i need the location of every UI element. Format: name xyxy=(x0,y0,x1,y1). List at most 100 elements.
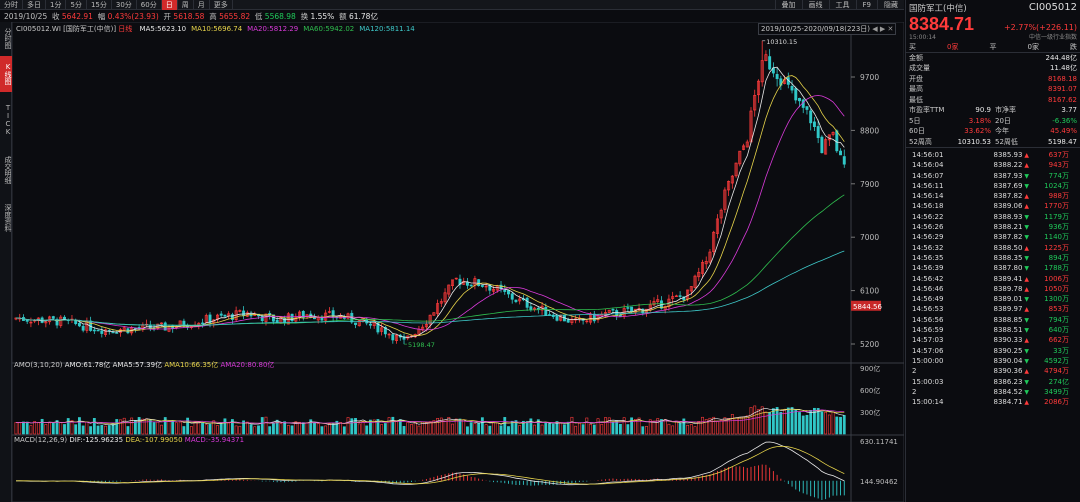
period-tab[interactable]: 1分 xyxy=(46,0,67,10)
toolbar-button[interactable]: 工具 xyxy=(828,0,856,10)
stat2-left: 市盈率TTM 90.9 xyxy=(909,105,991,116)
tick-price: 8389.01 ▼ xyxy=(964,294,1029,304)
side-tab[interactable]: 分时图 xyxy=(4,27,12,49)
tick-list[interactable]: 14:56:01 8385.93 ▲ 637万 14:56:04 8388.22 ▲ 94… xyxy=(906,150,1080,407)
kline-chart[interactable]: 9700 8800 7900 7000 6100 5200 5844.56 10310.15… xyxy=(12,22,904,502)
amo-bar xyxy=(175,422,178,435)
toolbar-button[interactable]: 画线 xyxy=(801,0,829,10)
tick-row[interactable]: 14:56:11 8387.69 ▼ 1024万 xyxy=(906,181,1080,191)
tick-price: 8387.69 ▼ xyxy=(964,181,1029,191)
tick-row[interactable]: 14:56:18 8389.06 ▲ 1770万 xyxy=(906,201,1080,211)
tick-row[interactable]: 14:56:49 8389.01 ▼ 1300万 xyxy=(906,294,1080,304)
toolbar-button[interactable]: 隐藏 xyxy=(877,0,904,10)
amo-bar xyxy=(600,423,604,435)
candle-body xyxy=(798,98,801,102)
tick-row[interactable]: 2 8384.52 ▼ 3499万 xyxy=(906,387,1080,397)
index-name: 国防军工(中信) xyxy=(909,4,967,14)
toolbar-button[interactable]: F9 xyxy=(855,0,877,10)
amo-bar xyxy=(581,424,585,435)
candle-body xyxy=(499,284,503,290)
period-tab[interactable]: 更多 xyxy=(210,0,233,10)
tick-row[interactable]: 14:56:42 8389.41 ▲ 1006万 xyxy=(906,274,1080,284)
tick-price: 8387.93 ▼ xyxy=(964,171,1029,181)
tick-row[interactable]: 14:56:07 8387.93 ▼ 774万 xyxy=(906,171,1080,181)
tick-row[interactable]: 14:57:03 8390.33 ▲ 662万 xyxy=(906,335,1080,345)
amo-bar xyxy=(283,421,287,435)
info-high: 5655.82 xyxy=(219,12,251,21)
candle-body xyxy=(536,307,540,310)
period-tab[interactable]: 多日 xyxy=(23,0,46,10)
amo-bar xyxy=(130,417,134,435)
tick-row[interactable]: 14:56:04 8388.22 ▲ 943万 xyxy=(906,160,1080,170)
period-tab[interactable]: 分时 xyxy=(0,0,23,10)
stats2-list: 市盈率TTM 90.9 市净率 3.77 5日 3.18% 20日 -6.36% 60日 33.6… xyxy=(906,105,1080,148)
stat-value: 11.48亿 xyxy=(1049,64,1077,72)
amo-bar xyxy=(208,423,212,435)
dif-value: DIF:-125.96235 xyxy=(69,436,124,444)
candle-body xyxy=(346,313,350,319)
date-range-box[interactable]: 2019/10/25-2020/09/18(223日) ◀ ▶ ✕ xyxy=(758,23,897,35)
period-tab[interactable]: 15分 xyxy=(87,0,112,10)
stat2-row: 市盈率TTM 90.9 市净率 3.77 xyxy=(906,105,1080,116)
candle-body xyxy=(59,316,63,326)
tick-row[interactable]: 14:56:22 8388.93 ▼ 1179万 xyxy=(906,212,1080,222)
candle-body xyxy=(715,218,719,234)
tick-row[interactable]: 15:00:03 8386.23 ▼ 274亿 xyxy=(906,377,1080,387)
period-tab[interactable]: 周 xyxy=(178,0,194,10)
side-tab[interactable]: K线图 xyxy=(0,56,12,92)
side-tab[interactable]: 深度资料 xyxy=(4,204,12,232)
tick-row[interactable]: 14:56:29 8387.82 ▼ 1140万 xyxy=(906,232,1080,242)
tick-price-value: 8388.85 xyxy=(993,315,1023,324)
tick-row[interactable]: 14:56:26 8388.21 ▼ 936万 xyxy=(906,222,1080,232)
tick-row[interactable]: 15:00:14 8384.71 ▲ 2086万 xyxy=(906,397,1080,407)
tick-row[interactable]: 14:56:39 8387.80 ▼ 1788万 xyxy=(906,263,1080,273)
amo-bar xyxy=(309,419,313,435)
tick-row[interactable]: 14:57:06 8390.25 ▼ 33万 xyxy=(906,346,1080,356)
security-name: [国防军工(中信)] xyxy=(63,25,117,33)
stat2-row: 5日 3.18% 20日 -6.36% xyxy=(906,116,1080,127)
amo-bar xyxy=(660,419,663,435)
stat-value: 8391.07 xyxy=(1048,85,1077,93)
tick-row[interactable]: 14:56:32 8388.50 ▲ 1225万 xyxy=(906,243,1080,253)
candle-body xyxy=(383,327,387,335)
tick-volume: 274亿 xyxy=(1048,377,1069,386)
candle-body xyxy=(85,321,89,331)
amo-bar xyxy=(674,420,678,435)
info-close: 5642.91 xyxy=(61,12,93,21)
period-tab[interactable]: 60分 xyxy=(137,0,162,10)
amo-bar xyxy=(376,419,380,435)
period-tab[interactable]: 30分 xyxy=(112,0,137,10)
info-low: 5568.98 xyxy=(264,12,296,21)
tick-row[interactable]: 14:56:59 8388.51 ▼ 640万 xyxy=(906,325,1080,335)
toolbar-button[interactable]: 叠加 xyxy=(774,0,802,10)
tick-volume: 1050万 xyxy=(1044,284,1069,293)
tick-volume: 1788万 xyxy=(1044,264,1069,273)
tick-row[interactable]: 14:56:53 8389.97 ▲ 853万 xyxy=(906,304,1080,314)
arrow-down-icon: ▼ xyxy=(1022,378,1029,386)
ama-line xyxy=(15,408,845,425)
amo-bar xyxy=(809,410,813,435)
amo-bar xyxy=(395,421,398,435)
tick-row[interactable]: 14:56:56 8388.85 ▼ 794万 xyxy=(906,315,1080,325)
amo-bar xyxy=(313,422,316,435)
tick-row[interactable]: 15:00:00 8390.04 ▼ 4592万 xyxy=(906,356,1080,366)
side-tab[interactable]: TICK xyxy=(4,104,12,136)
period-tab[interactable]: 月 xyxy=(194,0,210,10)
side-tab[interactable]: 成交明细 xyxy=(4,156,12,184)
tick-volume: 33万 xyxy=(1053,346,1069,355)
tick-row[interactable]: 14:56:14 8387.82 ▲ 988万 xyxy=(906,191,1080,201)
candle-body xyxy=(525,297,529,308)
candle-body xyxy=(447,284,451,295)
amo-bar xyxy=(212,420,216,435)
period-tab[interactable]: 5分 xyxy=(66,0,87,10)
breadth-up: 0家 xyxy=(947,43,959,51)
tick-time: 14:56:18 xyxy=(912,202,944,211)
amo-tick-label: 600亿 xyxy=(860,386,880,395)
tick-time: 14:56:01 xyxy=(912,151,944,159)
tick-row[interactable]: 14:56:01 8385.93 ▲ 637万 xyxy=(906,150,1080,160)
tick-row[interactable]: 14:56:35 8388.35 ▼ 894万 xyxy=(906,253,1080,263)
tick-price-value: 8389.06 xyxy=(993,202,1023,211)
tick-row[interactable]: 2 8390.36 ▲ 4794万 xyxy=(906,366,1080,376)
tick-row[interactable]: 14:56:46 8389.78 ▲ 1050万 xyxy=(906,284,1080,294)
period-tab[interactable]: 日 xyxy=(161,0,178,10)
